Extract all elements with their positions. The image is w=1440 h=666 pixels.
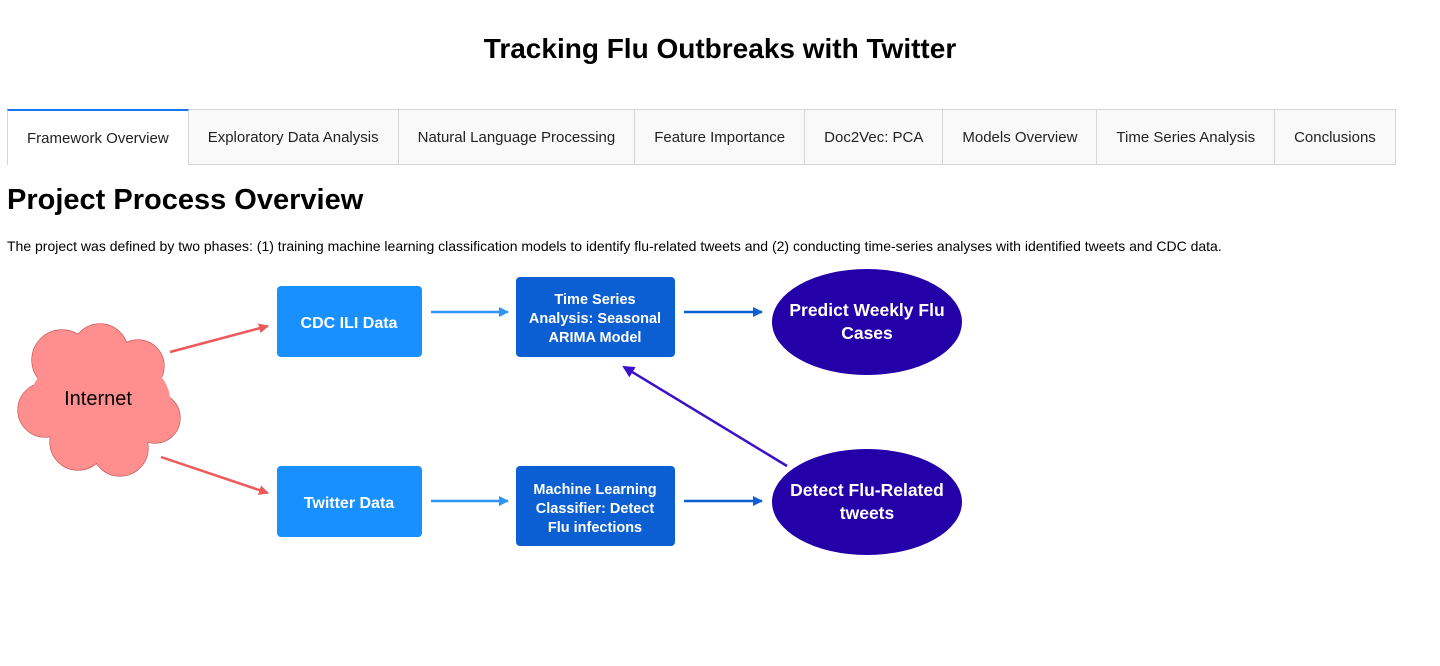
tab-label: Models Overview bbox=[962, 128, 1078, 146]
predict-label-line1: Predict Weekly Flu bbox=[789, 300, 944, 320]
internet-cloud: Internet bbox=[17, 323, 181, 477]
cdc-ili-data-box: CDC ILI Data bbox=[277, 286, 422, 357]
predict-label-line2: Cases bbox=[841, 323, 893, 343]
cloud-outline bbox=[17, 323, 181, 477]
detect-label-line1: Detect Flu-Related bbox=[790, 480, 944, 500]
tab-feature-importance[interactable]: Feature Importance bbox=[635, 109, 806, 165]
twitter-data-label: Twitter Data bbox=[304, 495, 394, 512]
time-series-label-line3: ARIMA Model bbox=[549, 330, 642, 346]
cloud-shape bbox=[17, 323, 181, 477]
cdc-ili-data-label: CDC ILI Data bbox=[301, 315, 398, 332]
time-series-label-line2: Analysis: Seasonal bbox=[529, 311, 661, 327]
classifier-label-line2: Classifier: Detect bbox=[536, 501, 655, 517]
app-title: Tracking Flu Outbreaks with Twitter bbox=[483, 33, 957, 64]
arrow-detect-to-time-series bbox=[622, 365, 788, 468]
tab-label: Doc2Vec: PCA bbox=[824, 128, 924, 146]
tab-label: Natural Language Processing bbox=[417, 128, 616, 146]
tab-label: Framework Overview bbox=[27, 129, 169, 147]
tab-framework-overview[interactable]: Framework Overview bbox=[7, 109, 189, 165]
classifier-label-line3: Flu infections bbox=[548, 520, 642, 536]
tab-label: Exploratory Data Analysis bbox=[207, 128, 379, 146]
tab-conclusions[interactable]: Conclusions bbox=[1275, 109, 1396, 165]
section-heading: Project Process Overview bbox=[7, 184, 364, 216]
classifier-label-line1: Machine Learning bbox=[533, 482, 656, 498]
arrow-internet-to-cdc bbox=[169, 323, 269, 354]
twitter-data-box: Twitter Data bbox=[277, 466, 422, 537]
tab-models-overview[interactable]: Models Overview bbox=[943, 109, 1098, 165]
detect-label-line2: tweets bbox=[840, 503, 895, 523]
predict-weekly-flu-ellipse: Predict Weekly Flu Cases bbox=[772, 269, 962, 375]
time-series-label-line1: Time Series bbox=[554, 292, 635, 308]
tab-label: Time Series Analysis bbox=[1116, 128, 1256, 146]
tab-bar: Framework Overview Exploratory Data Anal… bbox=[7, 109, 1396, 165]
tab-time-series-analysis[interactable]: Time Series Analysis bbox=[1097, 109, 1276, 165]
tab-doc2vec-pca[interactable]: Doc2Vec: PCA bbox=[805, 109, 944, 165]
tab-natural-language-processing[interactable]: Natural Language Processing bbox=[398, 109, 636, 165]
tab-exploratory-data-analysis[interactable]: Exploratory Data Analysis bbox=[188, 109, 399, 165]
tab-label: Conclusions bbox=[1294, 128, 1376, 146]
classifier-box: Machine Learning Classifier: Detect Flu … bbox=[516, 466, 675, 546]
internet-label: Internet bbox=[64, 388, 132, 410]
tab-label: Feature Importance bbox=[654, 128, 786, 146]
detect-flu-related-ellipse: Detect Flu-Related tweets bbox=[772, 449, 962, 555]
time-series-box: Time Series Analysis: Seasonal ARIMA Mod… bbox=[516, 277, 675, 357]
arrow-internet-to-twitter bbox=[160, 455, 269, 495]
intro-paragraph: The project was defined by two phases: (… bbox=[7, 238, 1222, 254]
